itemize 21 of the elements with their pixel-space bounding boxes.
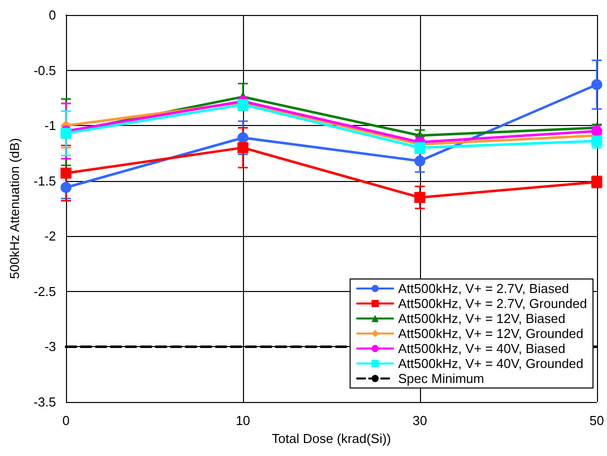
x-tick-label: 0 bbox=[62, 413, 70, 428]
legend-label: Att500kHz, V+ = 12V, Grounded bbox=[398, 326, 584, 341]
legend-label: Spec Minimum bbox=[398, 371, 484, 386]
y-tick-label: 0 bbox=[48, 8, 56, 22]
legend-label: Att500kHz, V+ = 12V, Biased bbox=[398, 311, 566, 326]
legend-label: Att500kHz, V+ = 40V, Biased bbox=[398, 341, 566, 356]
legend-label: Att500kHz, V+ = 2.7V, Biased bbox=[398, 281, 569, 296]
legend-label: Att500kHz, V+ = 40V, Grounded bbox=[398, 356, 584, 371]
y-tick-label: -3.5 bbox=[34, 394, 56, 410]
y-tick-label: -2 bbox=[44, 228, 56, 244]
y-axis-title: 500kHz Attenuation (dB) bbox=[7, 138, 22, 279]
y-tick-label: -1 bbox=[44, 118, 56, 134]
legend-label: Att500kHz, V+ = 2.7V, Grounded bbox=[398, 296, 588, 311]
x-tick-label: 50 bbox=[590, 413, 604, 428]
y-tick-label: -3 bbox=[44, 339, 56, 354]
x-axis-title: Total Dose (krad(Si)) bbox=[272, 431, 391, 446]
x-tick-label: 30 bbox=[412, 413, 428, 428]
y-tick-label: -0.5 bbox=[34, 62, 56, 78]
x-tick-label: 10 bbox=[236, 413, 250, 428]
y-tick-label: -2.5 bbox=[34, 284, 56, 299]
y-tick-label: -1.5 bbox=[34, 173, 56, 188]
